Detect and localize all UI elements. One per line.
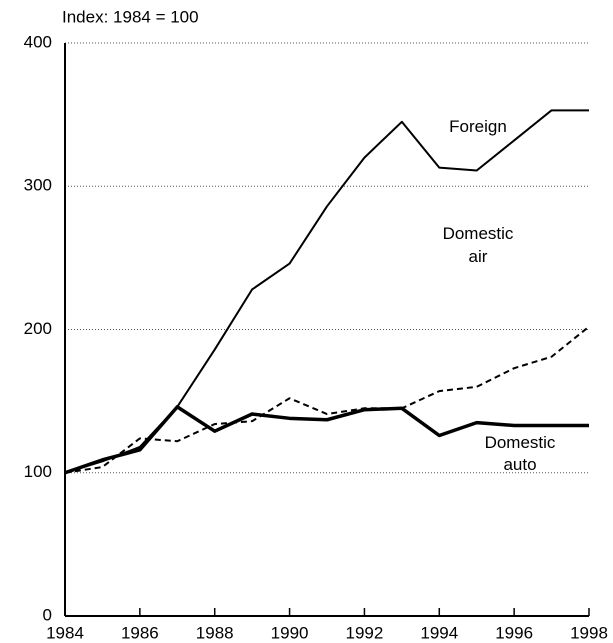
y-tick-label: 300	[24, 176, 52, 195]
x-tick-label: 1998	[570, 623, 608, 642]
x-tick-label: 1994	[420, 623, 458, 642]
y-tick-label: 400	[24, 32, 52, 51]
series-label: Foreign	[449, 117, 507, 136]
series-label-line: Foreign	[449, 117, 507, 136]
x-tick-label: 1996	[495, 623, 533, 642]
x-tick-label: 1986	[121, 623, 159, 642]
x-tick-label: 1988	[196, 623, 234, 642]
x-tick-label: 1984	[46, 623, 84, 642]
y-tick-label: 0	[43, 605, 52, 624]
x-tick-label: 1990	[271, 623, 309, 642]
series-label-line: air	[469, 247, 488, 266]
series-label-line: Domestic	[485, 433, 556, 452]
y-tick-label: 100	[24, 462, 52, 481]
series-label-line: auto	[503, 455, 536, 474]
x-tick-label: 1992	[346, 623, 384, 642]
series-label: Domestic auto	[485, 433, 556, 474]
series-line	[64, 405, 589, 475]
series-line	[64, 325, 590, 474]
y-axis-label: Index: 1984 = 100	[62, 7, 199, 26]
y-tick-label: 200	[24, 319, 52, 338]
series-label-line: Domestic	[443, 224, 514, 243]
series-label: Domestic air	[443, 224, 514, 266]
